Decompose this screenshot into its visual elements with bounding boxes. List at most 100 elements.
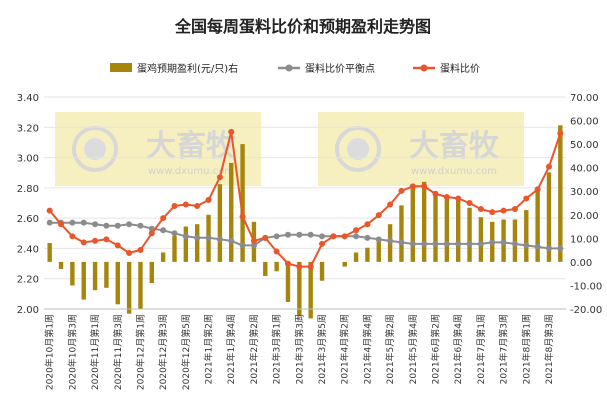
breakeven-point [69, 219, 76, 226]
breakeven-point [205, 234, 212, 241]
breakeven-point [46, 219, 53, 226]
watermark-brand: 大畜牧 [146, 129, 237, 164]
bar [172, 235, 177, 262]
breakeven-point [353, 233, 360, 240]
breakeven-point [421, 240, 428, 247]
bar [274, 261, 279, 272]
right-axis-tick-label: -20.00 [570, 305, 602, 316]
x-axis-tick-label: 2021年5月第2周 [384, 314, 396, 384]
bar [376, 238, 381, 262]
ratio-point [511, 206, 518, 213]
bar [319, 261, 325, 281]
x-axis-tick-label: 2020年12月第1周 [135, 314, 147, 390]
ratio-point [545, 163, 552, 170]
x-axis-tick-label: 2021年4月第2周 [339, 314, 351, 384]
ratio-point [284, 260, 291, 267]
right-axis-tick-label: 40.00 [570, 164, 599, 175]
bar [342, 261, 347, 267]
watermarks: 大畜牧 www.dxumu.com 大畜牧 www.dxumu.com [55, 112, 524, 186]
breakeven-point [103, 222, 110, 229]
bar [433, 191, 438, 262]
bar [58, 261, 64, 269]
bar [410, 186, 416, 262]
ratio-point [46, 207, 53, 214]
ratio-point [375, 212, 382, 219]
watermark-url: www.dxumu.com [148, 166, 234, 177]
bar [353, 252, 359, 262]
bar [535, 188, 540, 262]
ratio-point [205, 196, 212, 203]
breakeven-point [375, 236, 382, 243]
legend-swatch-marker [420, 64, 428, 72]
ratio-point [500, 207, 507, 214]
ratio-point [477, 206, 484, 213]
ratio-point [262, 234, 269, 241]
x-axis-tick-label: 2020年11月第1周 [89, 314, 101, 390]
watermark-logo-ring [335, 126, 381, 172]
x-axis-tick-label: 2021年3月第3周 [293, 314, 305, 384]
breakeven-point [511, 240, 518, 247]
breakeven-point [228, 237, 235, 244]
breakeven-point [477, 240, 484, 247]
ratio-point [182, 201, 189, 208]
right-axis-tick-label: 60.00 [570, 117, 599, 128]
breakeven-point [239, 242, 246, 249]
bar [217, 184, 223, 262]
ratio-point [80, 239, 87, 246]
x-axis-tick-label: 2021年7月第1周 [475, 314, 487, 384]
left-axis-tick-label: 2.80 [17, 184, 39, 195]
watermark-logo-core [347, 138, 369, 160]
bar [92, 261, 98, 291]
breakeven-point [455, 240, 462, 247]
right-axis-tick-label: 70.00 [570, 93, 599, 104]
x-axis-tick-label: 2021年8月第1周 [520, 314, 532, 384]
ratio-point [296, 263, 303, 270]
x-axis-tick-label: 2020年12月第5周 [180, 314, 192, 390]
breakeven-point [307, 231, 314, 238]
left-axis-tick-label: 2.40 [17, 244, 39, 255]
watermark: 大畜牧 www.dxumu.com [318, 112, 524, 186]
legend-swatch-bar [110, 63, 132, 72]
bar [444, 195, 450, 262]
bar [70, 261, 75, 286]
left-axis-tick-label: 3.00 [17, 154, 39, 165]
ratio-point [58, 221, 65, 228]
bar [455, 200, 461, 262]
ratio-point [148, 230, 155, 237]
ratio-point [160, 215, 167, 222]
bar [138, 261, 143, 309]
bar [149, 261, 155, 284]
ratio-point [307, 263, 314, 270]
breakeven-line [49, 221, 561, 250]
chart-legend: 蛋鸡预期盈利(元/只)右 蛋料比价平衡点 蛋料比价 [110, 62, 480, 75]
legend-label: 蛋料比价 [440, 62, 480, 75]
bar [160, 252, 166, 262]
right-axis-tick-label: 20.00 [570, 211, 599, 222]
ratio-point [466, 200, 473, 206]
ratio-point [137, 246, 144, 253]
x-axis-tick-label: 2021年1月第4周 [225, 314, 237, 384]
watermark-logo-ring [72, 126, 118, 172]
left-axis-tick-label: 3.20 [17, 123, 39, 134]
right-axis-tick-label: 50.00 [570, 140, 599, 151]
breakeven-point [409, 240, 416, 247]
x-axis-tick-label: 2021年6月第2周 [430, 314, 442, 384]
ratio-point [114, 242, 121, 249]
x-axis-tick-label: 2021年3月第5周 [316, 314, 328, 384]
watermark-brand: 大畜牧 [409, 129, 500, 164]
x-axis-tick-label: 2021年5月第4周 [407, 314, 419, 384]
bar [478, 217, 484, 262]
bar [194, 224, 200, 262]
ratio-point [126, 249, 133, 256]
right-axis-tick-label: -10.00 [570, 281, 602, 292]
breakeven-point [92, 221, 99, 228]
x-axis-tick-label: 2020年12月第3周 [157, 314, 169, 390]
x-axis-tick-label: 2020年11月第3周 [112, 314, 124, 390]
ratio-point [364, 221, 371, 228]
breakeven-point [250, 242, 257, 249]
breakeven-point [466, 240, 473, 247]
ratio-point [194, 203, 201, 210]
bar [47, 243, 52, 262]
ratio-point [421, 183, 428, 190]
ratio-point [250, 237, 257, 244]
